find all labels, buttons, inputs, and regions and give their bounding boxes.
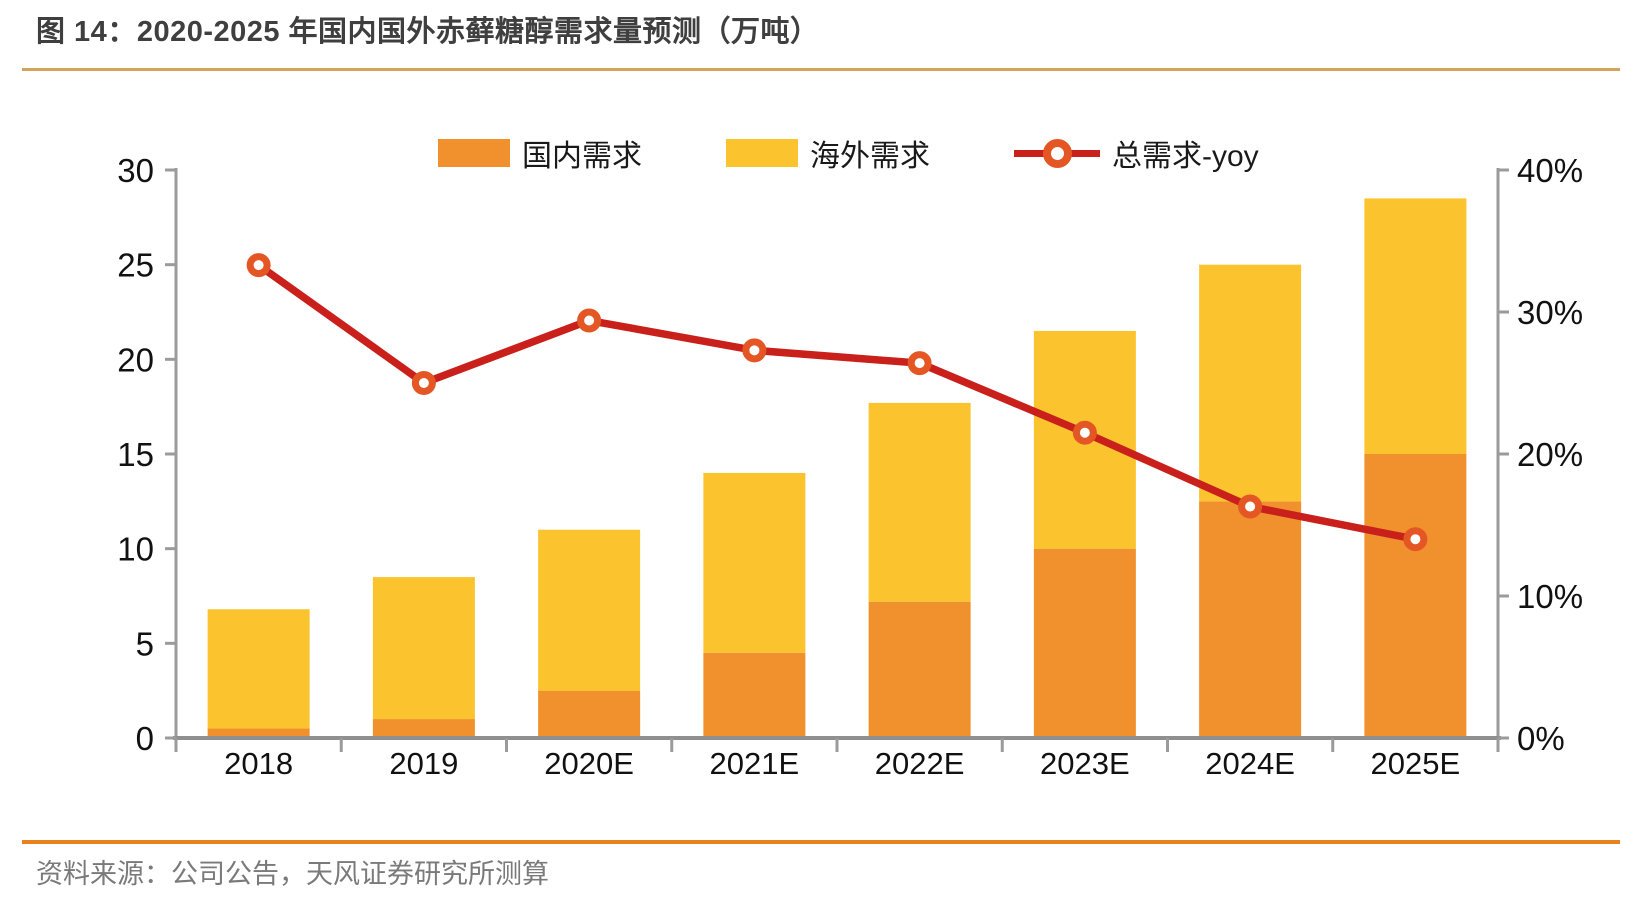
bar-domestic-2025E [1364, 454, 1467, 738]
legend-circle-marker-icon [1043, 139, 1072, 168]
yoy-marker-2018 [246, 253, 271, 278]
yoy-marker-2022E [907, 351, 932, 376]
bar-overseas-2021E [703, 472, 806, 653]
legend-item-domestic: 国内需求 [438, 131, 642, 175]
legend-swatch-overseas [726, 139, 798, 167]
x-axis-label-2022E: 2022E [875, 746, 965, 781]
figure-title: 图 14：2020-2025 年国内国外赤藓糖醇需求量预测（万吨） [36, 16, 820, 48]
yoy-marker-2025E [1403, 527, 1428, 552]
bar-domestic-2024E [1199, 501, 1302, 738]
x-axis-label-2025E: 2025E [1371, 746, 1461, 781]
legend-item-yoy: 总需求-yoy [1014, 131, 1259, 175]
bar-overseas-2022E [868, 402, 971, 602]
right-axis-tick-label: 0% [1517, 720, 1565, 757]
left-axis-tick-label: 0 [136, 720, 154, 757]
yoy-marker-2019 [411, 371, 436, 395]
yoy-marker-2024E [1238, 494, 1263, 519]
bar-overseas-2018 [207, 609, 310, 729]
x-axis-label-2019: 2019 [389, 746, 458, 781]
bar-overseas-2024E [1199, 264, 1302, 502]
footer-divider [22, 840, 1620, 844]
right-axis-tick-label: 30% [1517, 294, 1583, 331]
x-axis-label-2018: 2018 [224, 746, 293, 781]
left-axis-tick-label: 25 [117, 247, 154, 284]
yoy-marker-2021E [742, 338, 767, 363]
right-axis-tick-label: 40% [1517, 152, 1583, 189]
bar-domestic-2023E [1033, 548, 1136, 738]
left-axis-tick-label: 5 [136, 625, 154, 662]
right-axis-tick-label: 10% [1517, 578, 1583, 615]
x-axis-label-2020E: 2020E [544, 746, 634, 781]
yoy-marker-2023E [1072, 420, 1097, 445]
left-axis-tick-label: 30 [117, 152, 154, 189]
left-axis-tick-label: 15 [117, 436, 154, 473]
left-axis-tick-label: 10 [117, 531, 154, 568]
bar-domestic-2018 [207, 728, 310, 738]
bar-domestic-2022E [868, 601, 971, 738]
bar-overseas-2020E [538, 529, 641, 691]
left-axis-tick-label: 20 [117, 341, 154, 378]
bar-overseas-2025E [1364, 198, 1467, 454]
x-axis-label-2021E: 2021E [710, 746, 800, 781]
yoy-line [254, 261, 1420, 543]
legend-line-marker-icon [1014, 138, 1100, 168]
legend-label-overseas: 海外需求 [810, 140, 930, 173]
chart-plot-area: 0 5 10 15 20 25 30 0% 10% 20% 30% 40% 2018 2019 2020E 2… [117, 152, 1583, 781]
legend-swatch-domestic [438, 139, 510, 167]
bar-domestic-2019 [372, 719, 475, 738]
legend-item-overseas: 海外需求 [726, 131, 930, 175]
right-axis-tick-label: 20% [1517, 436, 1583, 473]
title-divider [22, 68, 1620, 71]
x-axis-label-2023E: 2023E [1040, 746, 1130, 781]
yoy-marker-2020E [577, 308, 602, 333]
bar-domestic-2020E [538, 690, 641, 738]
source-note: 资料来源：公司公告，天风证券研究所测算 [36, 859, 549, 889]
legend-label-domestic: 国内需求 [522, 140, 642, 173]
legend-label-yoy: 总需求-yoy [1112, 140, 1259, 173]
bar-overseas-2019 [372, 577, 475, 720]
chart-legend: 国内需求 海外需求 总需求-yoy [438, 131, 1259, 175]
bar-domestic-2021E [703, 652, 806, 738]
x-axis-label-2024E: 2024E [1205, 746, 1295, 781]
